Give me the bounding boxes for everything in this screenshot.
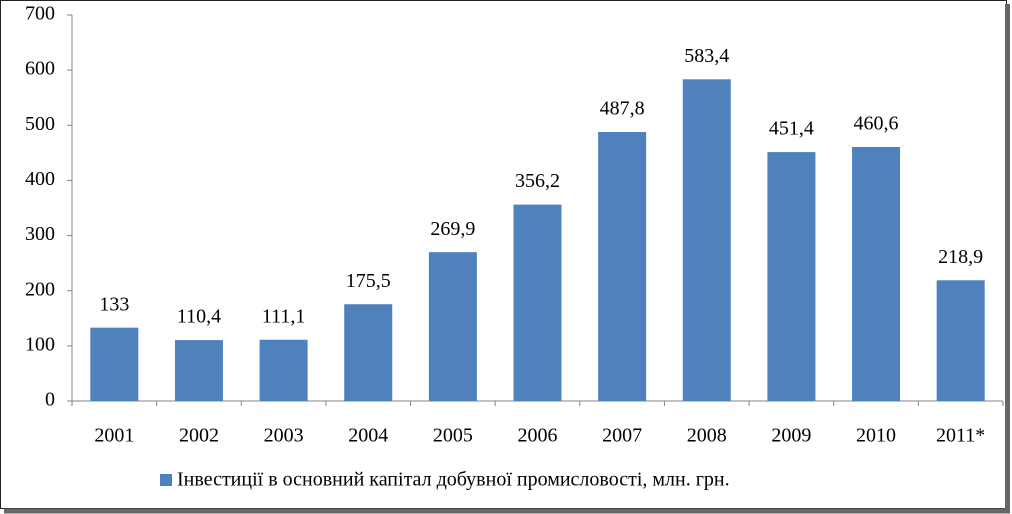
y-tick-label: 300 bbox=[25, 223, 55, 245]
x-tick-label: 2007 bbox=[602, 425, 642, 447]
bar bbox=[428, 252, 477, 401]
value-label: 356,2 bbox=[515, 170, 560, 192]
bar bbox=[852, 147, 901, 401]
y-tick-label: 400 bbox=[25, 168, 55, 190]
x-tick-label: 2002 bbox=[179, 425, 219, 447]
value-label: 218,9 bbox=[938, 246, 983, 268]
legend-swatch bbox=[160, 474, 172, 486]
value-label: 175,5 bbox=[346, 270, 391, 292]
x-tick-label: 2008 bbox=[687, 425, 727, 447]
bar bbox=[936, 280, 985, 401]
x-tick-label: 2001 bbox=[94, 425, 134, 447]
x-tick-label: 2009 bbox=[771, 425, 811, 447]
y-tick-label: 200 bbox=[25, 278, 55, 300]
x-tick-label: 2006 bbox=[518, 425, 558, 447]
x-tick-label: 2003 bbox=[264, 425, 304, 447]
value-label: 487,8 bbox=[600, 98, 645, 120]
value-label: 133 bbox=[99, 293, 129, 315]
x-tick-label: 2004 bbox=[348, 425, 388, 447]
bar bbox=[513, 204, 562, 401]
bar bbox=[259, 339, 308, 401]
x-tick-label: 2010 bbox=[856, 425, 896, 447]
value-label: 110,4 bbox=[177, 306, 221, 328]
legend-label: Інвестиції в основний капітал добувної п… bbox=[177, 469, 730, 491]
bar bbox=[174, 340, 223, 401]
x-tick-label: 2011* bbox=[936, 425, 985, 447]
bar bbox=[344, 304, 393, 401]
y-tick-label: 0 bbox=[45, 389, 55, 411]
value-label: 451,4 bbox=[769, 118, 814, 140]
y-tick-label: 600 bbox=[25, 58, 55, 80]
bar bbox=[767, 152, 816, 401]
bar bbox=[90, 327, 139, 401]
y-tick-label: 500 bbox=[25, 113, 55, 135]
x-tick-label: 2005 bbox=[433, 425, 473, 447]
bar bbox=[598, 132, 647, 402]
y-tick-label: 100 bbox=[25, 333, 55, 355]
y-tick-label: 700 bbox=[25, 3, 55, 25]
value-label: 583,4 bbox=[684, 45, 729, 67]
bar bbox=[682, 79, 731, 401]
value-label: 269,9 bbox=[430, 218, 475, 240]
value-label: 460,6 bbox=[854, 113, 899, 135]
value-label: 111,1 bbox=[262, 305, 306, 327]
